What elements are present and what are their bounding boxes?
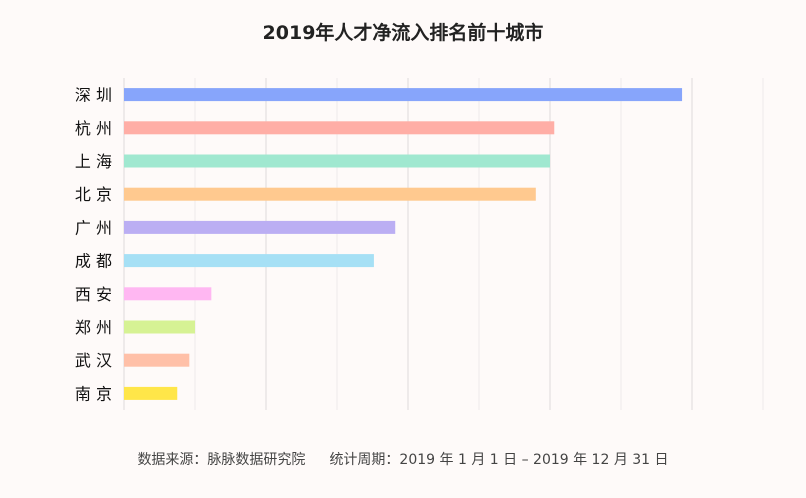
- chart-title: 2019年人才净流入排名前十城市: [262, 22, 544, 44]
- category-label: 西 安: [75, 285, 112, 304]
- category-label: 成 都: [75, 252, 112, 271]
- bar[interactable]: [124, 121, 555, 135]
- chart-footer: 数据来源：脉脉数据研究院 统计周期：2019 年 1 月 1 日 – 2019 年…: [0, 449, 806, 469]
- bar[interactable]: [124, 287, 212, 301]
- category-label: 南 京: [75, 384, 112, 403]
- bar[interactable]: [124, 386, 178, 400]
- bar[interactable]: [124, 254, 374, 268]
- bar[interactable]: [124, 154, 550, 168]
- bar[interactable]: [124, 320, 195, 334]
- category-label: 上 海: [75, 152, 112, 171]
- bar-chart: 深 圳杭 州上 海北 京广 州成 都西 安郑 州武 汉南 京: [75, 78, 764, 410]
- category-label: 深 圳: [75, 86, 112, 105]
- category-label: 武 汉: [75, 351, 112, 370]
- category-label: 广 州: [75, 218, 112, 237]
- bar[interactable]: [124, 353, 190, 367]
- category-label: 杭 州: [75, 119, 112, 138]
- category-label: 郑 州: [75, 318, 112, 337]
- data-source: 数据来源：脉脉数据研究院: [137, 452, 306, 468]
- bar[interactable]: [124, 220, 396, 234]
- bar[interactable]: [124, 187, 536, 201]
- bar[interactable]: [124, 88, 683, 102]
- statistics-period: 统计周期：2019 年 1 月 1 日 – 2019 年 12 月 31 日: [329, 452, 669, 468]
- category-label: 北 京: [75, 185, 112, 204]
